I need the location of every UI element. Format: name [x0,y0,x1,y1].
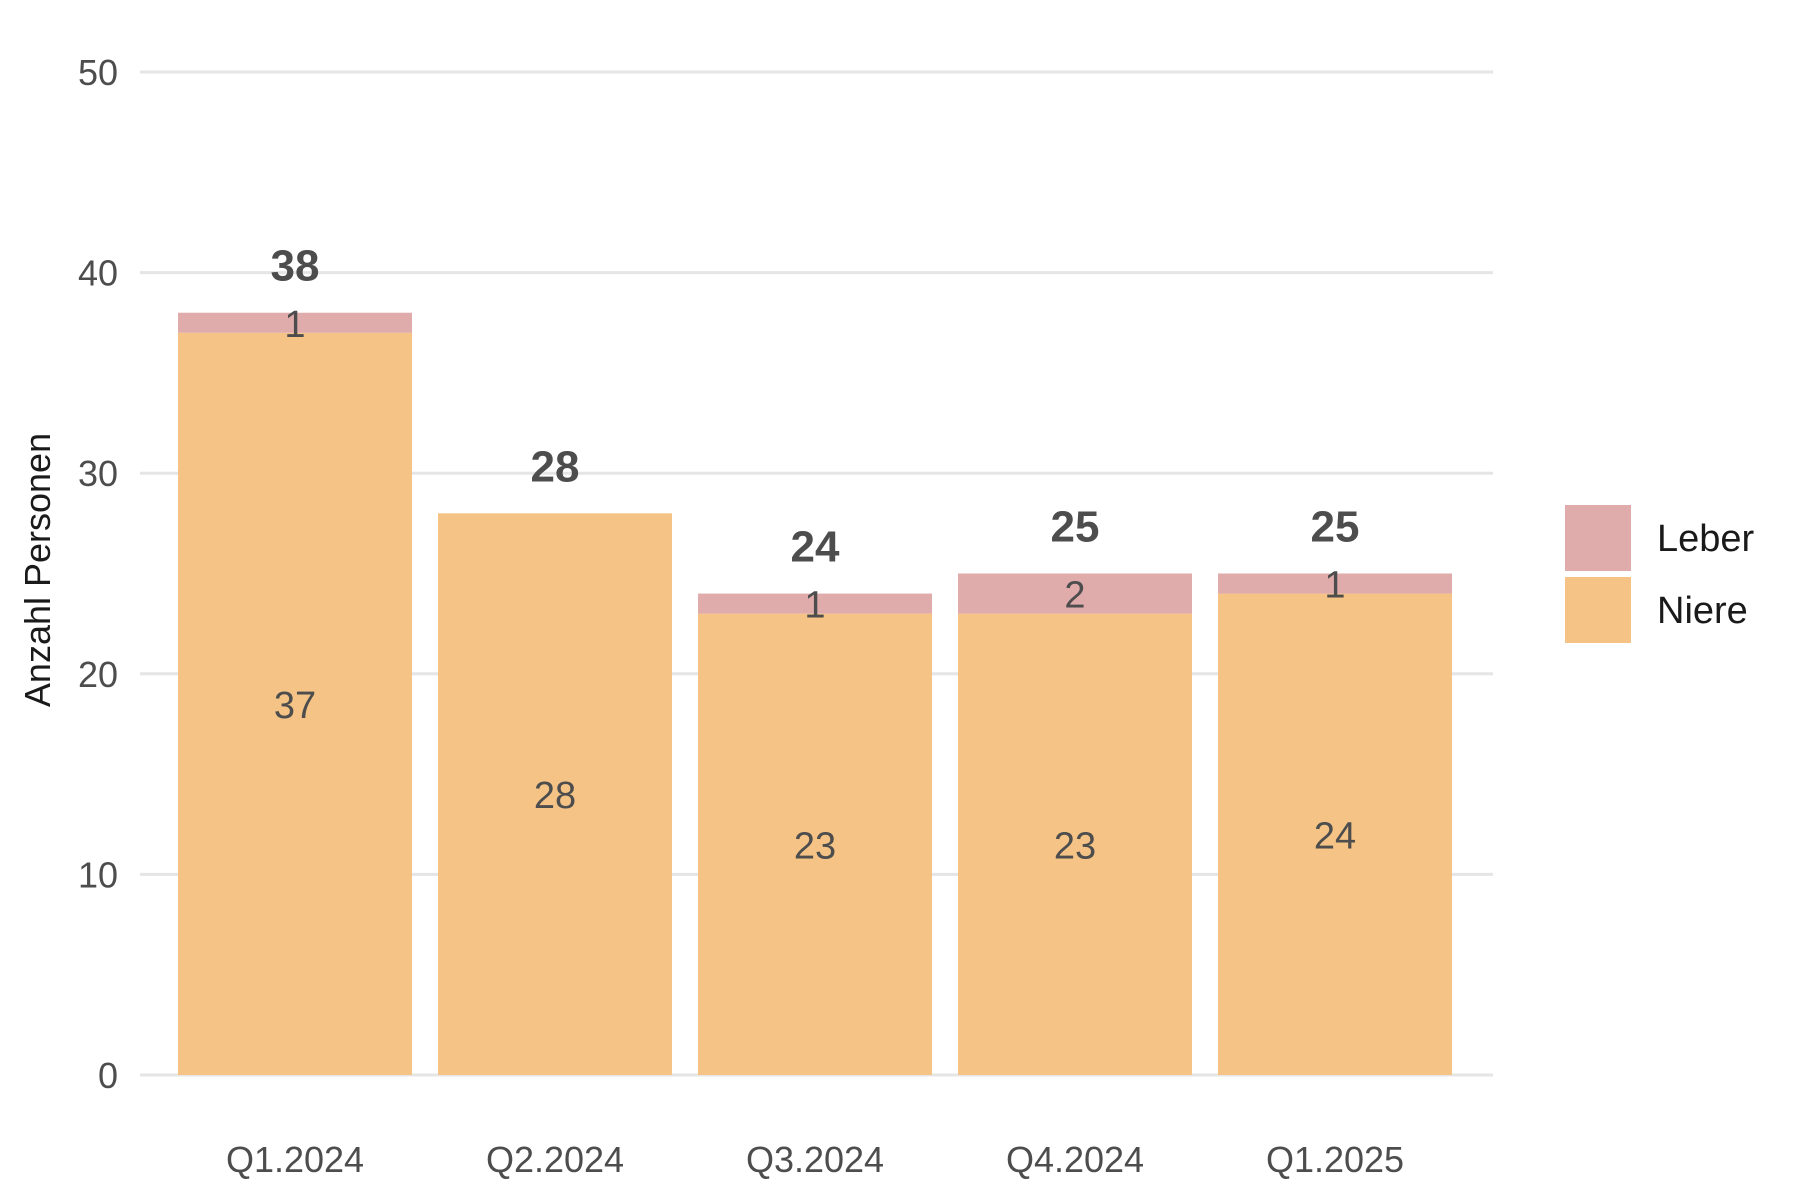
bar-segment-leber [1218,573,1452,594]
y-axis-title: Anzahl Personen [17,433,58,707]
legend-swatch-leber [1565,505,1631,571]
total-value-label: 25 [1311,503,1360,552]
total-value-label: 25 [1051,503,1100,552]
legend-label-niere: Niere [1657,590,1748,632]
bar-segment-niere [1218,593,1452,1075]
legend: Leber Niere [1565,505,1755,643]
y-tick-label: 50 [78,52,118,93]
bars [178,312,1452,1075]
x-tick-label: Q2.2024 [486,1139,624,1180]
y-tick-label: 40 [78,253,118,294]
bar-segment-niere [698,613,932,1075]
y-tick-label: 20 [78,654,118,695]
bar-segment-niere [958,613,1192,1075]
bar-segment-leber [958,573,1192,614]
x-tick-label: Q3.2024 [746,1139,884,1180]
segment-value-label: 1 [804,585,825,627]
y-tick-label: 30 [78,453,118,494]
segment-value-label: 23 [1054,825,1096,867]
bar-labels: 37 1 38 28 28 23 1 24 23 2 25 24 1 25 [271,242,1360,868]
bar-segment-niere [178,332,412,1075]
x-axis-ticks: Q1.2024 Q2.2024 Q3.2024 Q4.2024 Q1.2025 [226,1139,1404,1180]
segment-value-label: 1 [1324,565,1345,607]
legend-swatch-niere [1565,577,1631,643]
segment-value-label: 37 [274,685,316,727]
segment-value-label: 1 [284,304,305,346]
bar-segment-leber [178,312,412,333]
x-tick-label: Q4.2024 [1006,1139,1144,1180]
segment-value-label: 28 [534,775,576,817]
segment-value-label: 24 [1314,815,1356,857]
total-value-label: 24 [791,523,840,572]
x-tick-label: Q1.2025 [1266,1139,1404,1180]
bar-segment-leber [698,593,932,614]
legend-label-leber: Leber [1657,518,1755,560]
y-tick-label: 0 [98,1055,118,1096]
y-tick-label: 10 [78,854,118,895]
segment-value-label: 23 [794,825,836,867]
total-value-label: 38 [271,242,320,291]
x-tick-label: Q1.2024 [226,1139,364,1180]
bar-segment-niere [438,513,672,1075]
segment-value-label: 2 [1064,575,1085,617]
total-value-label: 28 [531,442,580,491]
y-axis-ticks: 0 10 20 30 40 50 [78,52,118,1096]
